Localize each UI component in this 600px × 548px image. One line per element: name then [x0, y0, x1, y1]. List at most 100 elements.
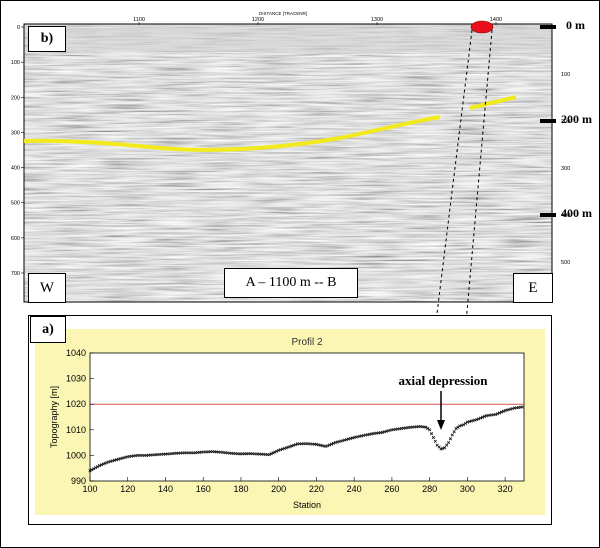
data-point [267, 453, 271, 457]
data-point [497, 411, 502, 415]
reflector-line-east [469, 95, 517, 110]
x-tick-label: 240 [347, 484, 362, 494]
seismic-x-tick-label: 1400 [490, 17, 502, 23]
data-point [445, 443, 449, 447]
x-tick-label: 300 [460, 484, 475, 494]
data-point [103, 461, 107, 465]
data-point [479, 416, 483, 420]
chart-title: Profil 2 [291, 337, 323, 348]
surface-marker [470, 20, 494, 34]
profile-label: A – 1100 m -- B [224, 268, 358, 298]
x-axis-label: Station [293, 500, 321, 510]
data-point [271, 451, 275, 455]
data-point [482, 414, 486, 419]
x-tick-label: 320 [498, 484, 513, 494]
depth-marker-400: 400 m [561, 206, 592, 220]
data-point [450, 433, 454, 437]
y-tick-label: 1000 [66, 450, 86, 460]
data-point [328, 443, 332, 447]
data-point [95, 465, 100, 469]
seismic-time-tick-label: 100 [561, 72, 570, 78]
x-tick-label: 220 [309, 484, 324, 494]
data-point [90, 468, 94, 472]
data-point [501, 409, 505, 413]
data-point [331, 441, 335, 445]
data-point [454, 426, 458, 431]
data-point [99, 463, 103, 467]
data-point [448, 437, 452, 441]
depth-marker-200: 200 m [561, 112, 592, 126]
distance-title: DISTANCE [TRACENR] [259, 11, 307, 16]
depth-marker-0: 0 m [566, 18, 585, 32]
x-tick-label: 200 [271, 484, 286, 494]
x-tick-label: 180 [233, 484, 248, 494]
seismic-depth-tick-label: 400 [11, 166, 20, 172]
seismic-x-tick-label: 1300 [371, 17, 383, 23]
panel-b-label: b) [28, 26, 66, 52]
data-point [433, 439, 437, 443]
data-point [105, 460, 109, 465]
data-point [429, 432, 434, 436]
east-label: E [513, 273, 553, 303]
seismic-top-band [24, 24, 552, 52]
data-point [443, 446, 447, 450]
seismic-depth-tick-label: 200 [11, 95, 20, 101]
seismic-image [24, 24, 552, 302]
seismic-depth-tick-label: 100 [11, 60, 20, 66]
data-point [496, 412, 500, 416]
seismic-time-tick-label: 200 [561, 119, 570, 125]
seismic-depth-tick-label: 700 [11, 271, 20, 277]
seismic-x-tick-label: 1100 [133, 17, 145, 23]
data-point [326, 444, 330, 448]
data-point [462, 423, 466, 427]
data-point [92, 467, 96, 471]
x-tick-label: 260 [384, 484, 399, 494]
x-tick-label: 140 [158, 484, 173, 494]
y-tick-label: 1030 [66, 374, 86, 384]
data-point [463, 421, 468, 425]
plot-area [89, 352, 525, 482]
data-point [475, 417, 479, 422]
data-point [446, 441, 451, 445]
data-point [480, 415, 485, 419]
data-point [101, 462, 105, 466]
seismic-time-tick-label: 500 [561, 260, 570, 266]
x-tick-label: 280 [422, 484, 437, 494]
data-point [324, 444, 328, 449]
data-point [269, 452, 273, 456]
y-tick-label: 1020 [66, 399, 86, 409]
data-point [94, 466, 98, 470]
west-label: W [28, 273, 66, 303]
data-point [275, 449, 279, 453]
seismic-time-tick-label: 300 [561, 166, 570, 172]
seismic-x-tick-label: 1200 [252, 17, 264, 23]
y-axis-label: Topography [m] [49, 386, 59, 448]
data-point [88, 469, 92, 473]
data-point [431, 435, 436, 440]
y-tick-label: 990 [71, 476, 86, 486]
data-point [520, 405, 524, 409]
panel-a-label: a) [30, 316, 66, 343]
x-tick-label: 160 [196, 484, 211, 494]
seismic-depth-tick-label: 300 [11, 130, 20, 136]
data-point [452, 430, 456, 434]
seismic-depth-tick-label: 600 [11, 236, 20, 242]
y-tick-label: 1040 [66, 348, 86, 358]
y-tick-label: 1010 [66, 425, 86, 435]
data-point [329, 442, 334, 446]
axial-depression-label: axial depression [399, 373, 489, 388]
seismic-depth-tick-label: 0 [17, 25, 20, 31]
annotation-arrowhead [437, 420, 445, 430]
data-point [426, 426, 430, 431]
data-point [97, 464, 102, 468]
seismic-time-tick-label: 400 [561, 213, 570, 219]
projection-line-west [422, 29, 473, 428]
data-point [456, 425, 460, 429]
data-point [273, 450, 277, 454]
reflector-line [23, 115, 441, 152]
data-point [499, 410, 503, 414]
data-point [494, 412, 498, 417]
x-tick-label: 120 [120, 484, 135, 494]
